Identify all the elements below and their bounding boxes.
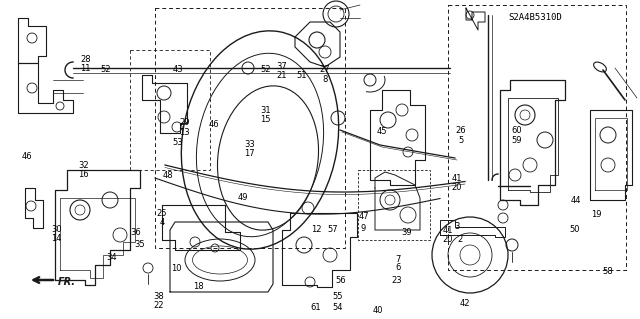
- Text: 57: 57: [328, 225, 338, 234]
- Text: 40: 40: [372, 306, 383, 315]
- Text: 49: 49: [238, 193, 248, 202]
- Text: 33: 33: [244, 140, 255, 149]
- Text: 55: 55: [332, 292, 342, 301]
- Text: 20: 20: [452, 183, 462, 192]
- Text: 13: 13: [179, 128, 189, 137]
- Text: 35: 35: [134, 241, 145, 249]
- Text: 36: 36: [131, 228, 141, 237]
- Text: 15: 15: [260, 115, 271, 124]
- Bar: [358, 170, 430, 240]
- Text: 8: 8: [323, 75, 328, 84]
- Text: 56: 56: [336, 276, 346, 285]
- Text: 20: 20: [443, 235, 453, 244]
- Bar: [448, 5, 626, 270]
- Text: 37: 37: [276, 62, 287, 71]
- Text: 23: 23: [392, 276, 402, 285]
- Text: 27: 27: [320, 65, 330, 74]
- Text: 12: 12: [311, 225, 321, 234]
- Text: 58: 58: [603, 267, 613, 276]
- Text: 16: 16: [78, 170, 88, 179]
- Text: 29: 29: [179, 118, 189, 127]
- Text: 4: 4: [159, 218, 164, 227]
- Text: 52: 52: [100, 65, 111, 74]
- Text: 42: 42: [460, 299, 470, 308]
- Text: 30: 30: [51, 225, 61, 234]
- Text: 28: 28: [81, 55, 91, 63]
- Text: 60: 60: [512, 126, 522, 135]
- Text: 2: 2: [457, 235, 462, 244]
- Text: 38: 38: [154, 292, 164, 300]
- Text: 31: 31: [260, 106, 271, 115]
- Text: 46: 46: [22, 152, 32, 161]
- Text: 5: 5: [458, 136, 463, 145]
- Text: 50: 50: [570, 225, 580, 234]
- Text: 10: 10: [171, 264, 181, 273]
- Bar: [155, 8, 345, 248]
- Text: 11: 11: [81, 64, 91, 73]
- Text: 21: 21: [276, 71, 287, 80]
- Text: 41: 41: [443, 226, 453, 235]
- Text: 54: 54: [332, 303, 342, 312]
- Text: 34: 34: [107, 253, 117, 262]
- Text: 14: 14: [51, 234, 61, 243]
- Text: FR.: FR.: [58, 277, 76, 287]
- Text: 59: 59: [512, 136, 522, 145]
- Text: 22: 22: [154, 301, 164, 310]
- Text: 6: 6: [396, 263, 401, 272]
- Text: 47: 47: [358, 212, 369, 221]
- Text: 7: 7: [396, 255, 401, 263]
- Bar: [130, 50, 210, 170]
- Text: 18: 18: [193, 282, 204, 291]
- Text: 39: 39: [402, 228, 412, 237]
- Text: 45: 45: [376, 127, 387, 136]
- Text: 43: 43: [173, 65, 183, 74]
- Text: 61: 61: [311, 303, 321, 312]
- Text: 46: 46: [209, 120, 220, 129]
- Text: 51: 51: [297, 71, 307, 80]
- Text: 53: 53: [173, 138, 183, 147]
- Text: 26: 26: [456, 126, 466, 135]
- Text: 9: 9: [361, 224, 366, 233]
- Text: 44: 44: [571, 196, 581, 205]
- Text: 32: 32: [78, 161, 88, 170]
- Text: 3: 3: [454, 222, 460, 231]
- Text: 41: 41: [452, 174, 462, 182]
- Text: 52: 52: [260, 65, 271, 74]
- Text: S2A4B5310D: S2A4B5310D: [509, 13, 563, 22]
- Text: 17: 17: [244, 149, 255, 158]
- Text: 19: 19: [591, 210, 602, 219]
- Text: 48: 48: [163, 171, 173, 180]
- Text: 25: 25: [157, 209, 167, 218]
